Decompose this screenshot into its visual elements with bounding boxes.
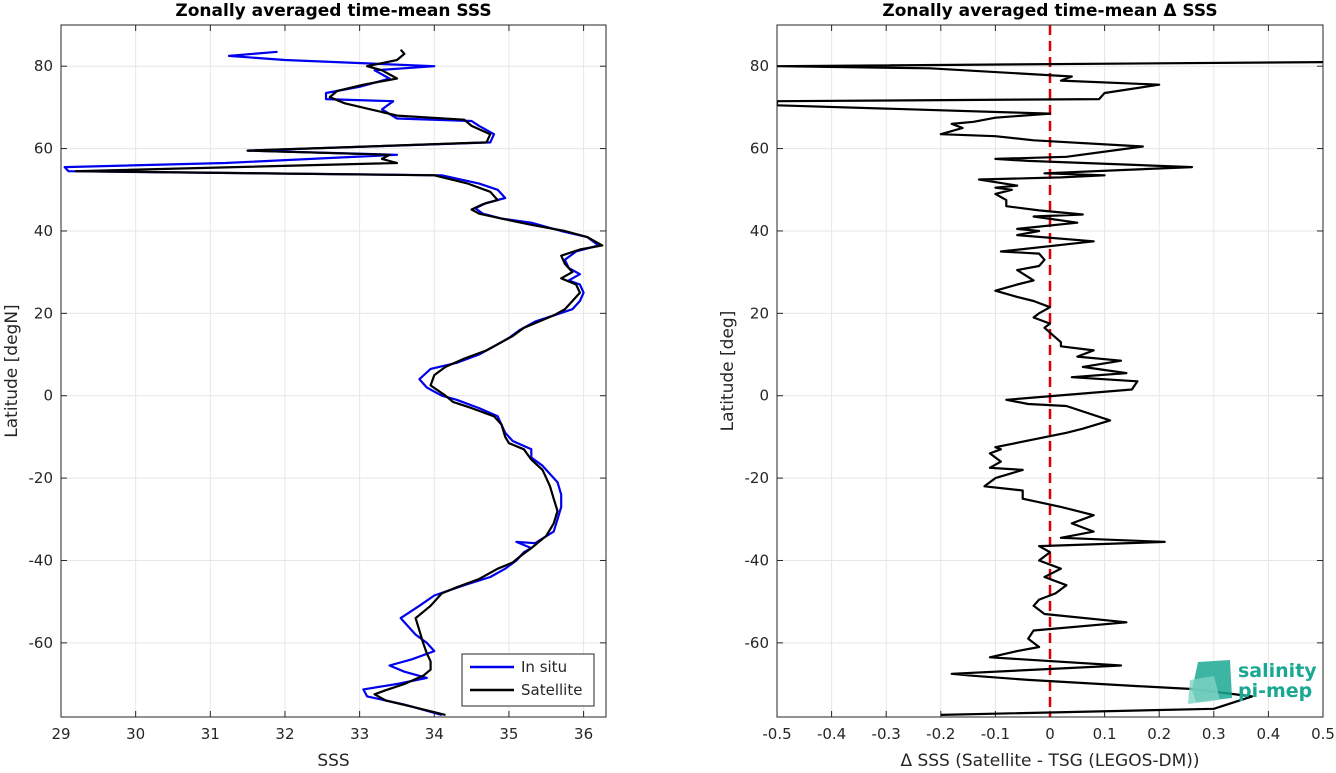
- y-tick-label: -20: [29, 469, 54, 487]
- x-tick-label: -0.3: [872, 725, 901, 743]
- y-tick-label: -20: [745, 469, 770, 487]
- x-tick-label: -0.5: [762, 725, 791, 743]
- x-tick-label: 31: [201, 725, 220, 743]
- legend-label-satellite: Satellite: [521, 681, 582, 699]
- y-tick-label: 0: [43, 387, 53, 405]
- y-tick-label: -60: [745, 634, 770, 652]
- x-tick-label: 0.3: [1202, 725, 1226, 743]
- plot-lines: [63, 48, 604, 716]
- logo-wave-icon-inner: [1188, 676, 1220, 704]
- x-tick-label: 34: [425, 725, 444, 743]
- y-tick-label: 20: [34, 304, 53, 322]
- series-line-delta-sss-0: [777, 61, 1323, 716]
- y-tick-label: 40: [750, 222, 769, 240]
- y-tick-label: -40: [745, 551, 770, 569]
- x-tick-label: -0.4: [817, 725, 846, 743]
- y-tick-label: 80: [34, 57, 53, 75]
- y-tick-label: 20: [750, 304, 769, 322]
- y-tick-label: 60: [34, 140, 53, 158]
- panel-sss: 29 30 31 32 33 34 35 36 -60 -40 -20 0 20 40 60 80 Zonall…: [2, 1, 607, 771]
- y-tick-label: 60: [750, 140, 769, 158]
- logo-text-salinity: salinity: [1238, 660, 1317, 682]
- salinity-pi-mep-logo: salinity pi-mep: [1188, 660, 1317, 704]
- legend-box: [461, 653, 595, 707]
- x-tick-label: 36: [574, 725, 593, 743]
- x-tick-label: 29: [51, 725, 70, 743]
- x-tick-label: 30: [126, 725, 145, 743]
- x-tick-label: -0.1: [981, 725, 1010, 743]
- x-tick-label: 33: [350, 725, 369, 743]
- x-tick-label: 0.4: [1256, 725, 1280, 743]
- y-tick-label: 0: [759, 387, 769, 405]
- y-tick-label: -40: [29, 551, 54, 569]
- axes-frame: [776, 24, 1324, 718]
- panel-delta-sss: -0.5 -0.4 -0.3 -0.2 -0.1 0 0.1 0.2 0.3 0.4 0.5 -60 -…: [718, 1, 1335, 771]
- x-axis-label: Δ SSS (Satellite - TSG (LEGOS-DM)): [900, 751, 1199, 769]
- y-axis-label: Latitude [degN]: [2, 304, 22, 437]
- x-axis-label: SSS: [317, 751, 349, 769]
- x-tick-label: 0: [1045, 725, 1055, 743]
- y-axis-label: Latitude [deg]: [718, 311, 738, 432]
- x-tick-label: 0.1: [1093, 725, 1117, 743]
- x-tick-label: 35: [499, 725, 518, 743]
- plot-area: [61, 25, 606, 717]
- plot-lines: [777, 25, 1323, 717]
- y-tick-label: 80: [750, 57, 769, 75]
- legend-label-in-situ: In situ: [521, 658, 567, 676]
- y-tick-label: -60: [29, 634, 54, 652]
- x-tick-label: 0.5: [1311, 725, 1335, 743]
- x-tick-label: 0.2: [1147, 725, 1171, 743]
- y-tick-label: 40: [34, 222, 53, 240]
- chart-title: Zonally averaged time-mean Δ SSS: [882, 1, 1217, 21]
- x-tick-label: -0.2: [926, 725, 955, 743]
- series-line-satellite: [74, 48, 604, 716]
- axes-frame: [60, 24, 607, 718]
- logo-text-pi-mep: pi-mep: [1238, 680, 1312, 702]
- legend: In situ Satellite: [461, 653, 595, 707]
- chart-title: Zonally averaged time-mean SSS: [175, 1, 491, 21]
- x-tick-label: 32: [275, 725, 294, 743]
